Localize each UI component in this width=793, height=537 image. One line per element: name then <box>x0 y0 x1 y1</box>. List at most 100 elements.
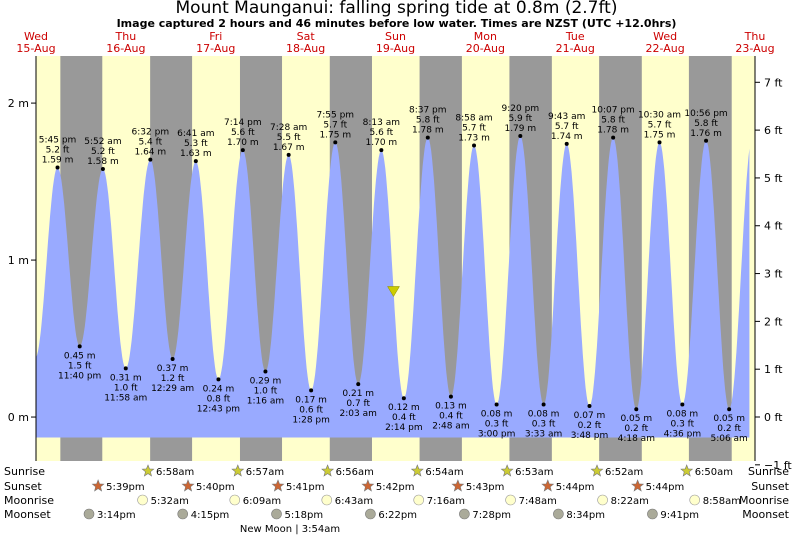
low-tide-feet-label: 0.6 ft <box>299 405 323 415</box>
low-tide-time-label: 11:40 pm <box>58 371 101 381</box>
chart-subtitle: Image captured 2 hours and 46 minutes be… <box>116 17 677 30</box>
high-tide-point <box>564 141 569 146</box>
high-tide-time-label: 9:43 am <box>548 112 585 122</box>
sunrise-time: 6:57am <box>246 467 284 478</box>
sunrise-row-label-right: Sunrise <box>748 465 789 478</box>
sunrise-time: 6:53am <box>515 467 553 478</box>
high-tide-feet-label: 5.8 ft <box>601 116 625 126</box>
date-label: 23-Aug <box>735 42 774 55</box>
moonset-time: 5:18pm <box>285 510 324 521</box>
moonrise-time: 7:48am <box>519 496 557 507</box>
sunrise-time: 6:56am <box>336 467 374 478</box>
high-tide-feet-label: 5.5 ft <box>277 133 301 143</box>
low-tide-feet-label: 0.3 ft <box>532 419 556 429</box>
high-tide-point <box>286 152 291 157</box>
day-of-week-label: Wed <box>24 30 48 43</box>
right-axis-tick-label: −1 ft <box>764 459 792 472</box>
moonrise-icon <box>229 494 241 506</box>
date-label: 21-Aug <box>556 42 595 55</box>
high-tide-feet-label: 5.7 ft <box>462 123 486 133</box>
date-label: 22-Aug <box>646 42 685 55</box>
sunset-icon <box>271 479 285 492</box>
moonrise-icon <box>137 494 148 506</box>
low-tide-metres-label: 0.13 m <box>435 402 467 412</box>
moonset-icon <box>177 508 189 520</box>
low-tide-metres-label: 0.45 m <box>64 351 96 361</box>
low-tide-time-label: 3:00 pm <box>478 429 516 439</box>
low-tide-feet-label: 0.2 ft <box>578 421 602 431</box>
moonrise-icon <box>505 494 516 506</box>
sunset-time: 5:39pm <box>106 482 145 493</box>
high-tide-time-label: 10:07 pm <box>592 106 635 116</box>
day-of-week-label: Wed <box>653 30 677 43</box>
moonset-time: 8:34pm <box>566 510 605 521</box>
right-axis-tick-label: 7 ft <box>764 76 783 89</box>
low-tide-feet-label: 0.3 ft <box>485 419 509 429</box>
low-tide-feet-label: 1.2 ft <box>161 374 185 384</box>
moonrise-icon <box>321 494 333 506</box>
high-tide-metres-label: 1.75 m <box>644 130 676 140</box>
low-tide-point <box>170 356 175 361</box>
high-tide-time-label: 8:37 pm <box>409 106 447 116</box>
date-label: 19-Aug <box>376 42 415 55</box>
high-tide-time-label: 6:32 pm <box>132 128 170 138</box>
high-tide-point <box>518 134 523 139</box>
high-tide-feet-label: 5.2 ft <box>91 147 115 157</box>
low-tide-time-label: 2:03 am <box>340 409 377 419</box>
low-tide-time-label: 5:06 am <box>710 434 747 444</box>
sunrise-icon <box>231 464 245 477</box>
right-axis-tick-label: 1 ft <box>764 363 783 376</box>
low-tide-feet-label: 0.2 ft <box>624 424 648 434</box>
sunrise-icon <box>500 464 514 477</box>
high-tide-metres-label: 1.75 m <box>319 130 351 140</box>
low-tide-time-label: 2:48 am <box>432 422 469 432</box>
high-tide-time-label: 10:56 pm <box>684 109 727 119</box>
low-tide-feet-label: 1.0 ft <box>114 383 138 393</box>
right-axis-tick-label: 0 ft <box>764 411 783 424</box>
moonrise-time: 5:32am <box>151 496 189 507</box>
moonrise-time: 8:22am <box>611 496 649 507</box>
day-of-week-label: Tue <box>565 30 585 43</box>
low-tide-time-label: 11:58 am <box>104 393 147 403</box>
low-tide-feet-label: 0.2 ft <box>717 424 741 434</box>
day-of-week-label: Sun <box>385 30 406 43</box>
moonset-time: 4:15pm <box>191 510 230 521</box>
sunset-time: 5:40pm <box>196 482 235 493</box>
high-tide-point <box>704 138 709 143</box>
day-of-week-label: Thu <box>744 30 766 43</box>
sunrise-icon <box>410 464 424 477</box>
low-tide-metres-label: 0.24 m <box>203 384 235 394</box>
day-of-week-label: Thu <box>115 30 137 43</box>
high-tide-time-label: 7:28 am <box>270 123 307 133</box>
right-axis-tick-label: 2 ft <box>764 315 783 328</box>
sunrise-icon <box>321 464 335 477</box>
right-axis-tick-label: 6 ft <box>764 124 783 137</box>
moonrise-time: 8:58am <box>703 496 741 507</box>
low-tide-point <box>448 394 453 399</box>
high-tide-metres-label: 1.64 m <box>134 148 166 158</box>
low-tide-metres-label: 0.12 m <box>388 403 420 413</box>
date-label: 15-Aug <box>16 42 55 55</box>
sunrise-time: 6:50am <box>695 467 733 478</box>
sunrise-time: 6:52am <box>605 467 643 478</box>
moonrise-time: 7:16am <box>427 496 465 507</box>
high-tide-feet-label: 5.6 ft <box>369 128 393 138</box>
low-tide-point <box>727 407 732 412</box>
sunset-time: 5:43pm <box>466 482 505 493</box>
high-tide-feet-label: 5.7 ft <box>648 120 672 130</box>
sunset-icon <box>631 479 645 492</box>
day-of-week-label: Mon <box>474 30 497 43</box>
high-tide-point <box>193 159 198 164</box>
high-tide-point <box>472 143 477 148</box>
moonrise-icon <box>413 494 425 506</box>
sunrise-icon <box>590 464 604 477</box>
high-tide-metres-label: 1.70 m <box>227 138 259 148</box>
low-tide-point <box>309 388 314 393</box>
high-tide-feet-label: 5.7 ft <box>323 120 347 130</box>
chart-title: Mount Maunganui: falling spring tide at … <box>175 0 618 18</box>
high-tide-point <box>240 148 245 153</box>
low-tide-time-label: 1:16 am <box>247 397 284 407</box>
low-tide-time-label: 4:36 pm <box>664 429 702 439</box>
sunrise-time: 6:54am <box>425 467 463 478</box>
low-tide-metres-label: 0.29 m <box>250 377 282 387</box>
